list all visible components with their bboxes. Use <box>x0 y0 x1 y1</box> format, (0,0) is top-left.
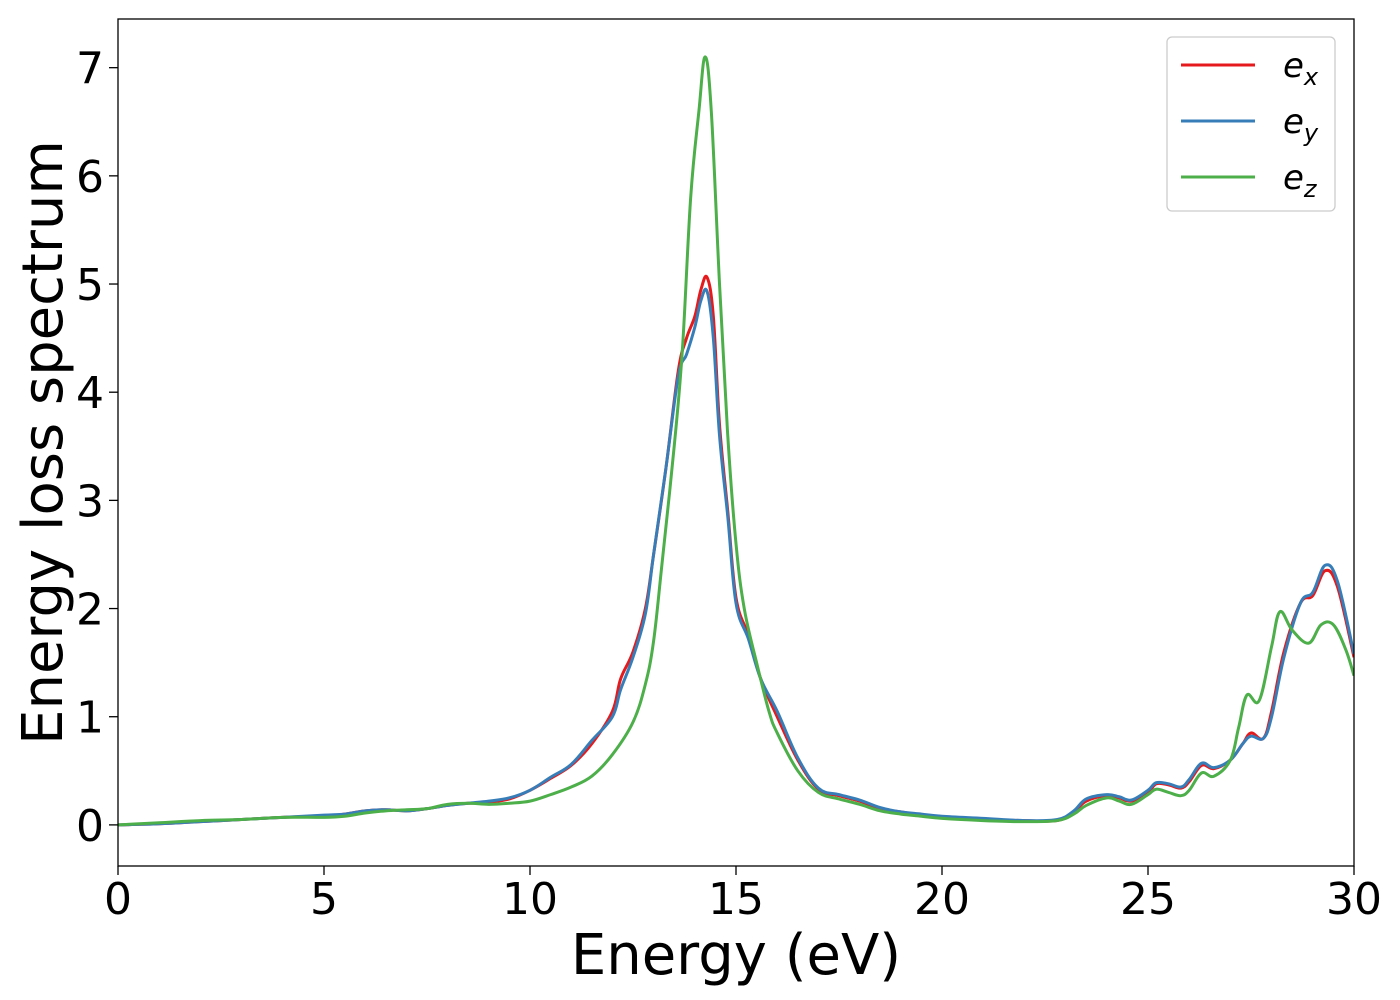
y-axis-ticks: 0 1 2 3 4 5 6 7 <box>76 44 118 852</box>
y-tick-label: 0 <box>76 801 104 852</box>
legend-label-y: ey <box>1283 102 1319 147</box>
x-tick-label: 25 <box>1120 874 1176 925</box>
legend-box <box>1166 36 1336 212</box>
series-line-e-z <box>118 55 1354 827</box>
y-tick-label: 4 <box>76 368 104 419</box>
x-tick-label: 5 <box>310 874 338 925</box>
y-tick-label: 5 <box>76 260 104 311</box>
series-layer <box>118 55 1354 827</box>
x-tick-label: 20 <box>914 874 970 925</box>
y-axis-label: Energy loss spectrum <box>11 140 76 745</box>
x-tick-label: 15 <box>708 874 764 925</box>
x-tick-label: 10 <box>502 874 558 925</box>
legend-label-z: ez <box>1283 158 1318 203</box>
y-tick-label: 1 <box>76 693 104 744</box>
legend: ex ey ez <box>1166 36 1336 212</box>
y-tick-label: 7 <box>76 44 104 95</box>
y-tick-label: 2 <box>76 585 104 636</box>
legend-label-x: ex <box>1283 46 1319 91</box>
x-axis-label: Energy (eV) <box>571 923 901 988</box>
x-axis-ticks: 0 5 10 15 20 25 30 <box>104 866 1382 925</box>
x-tick-label: 30 <box>1326 874 1382 925</box>
y-tick-label: 6 <box>76 152 104 203</box>
x-tick-label: 0 <box>104 874 132 925</box>
y-tick-label: 3 <box>76 476 104 527</box>
